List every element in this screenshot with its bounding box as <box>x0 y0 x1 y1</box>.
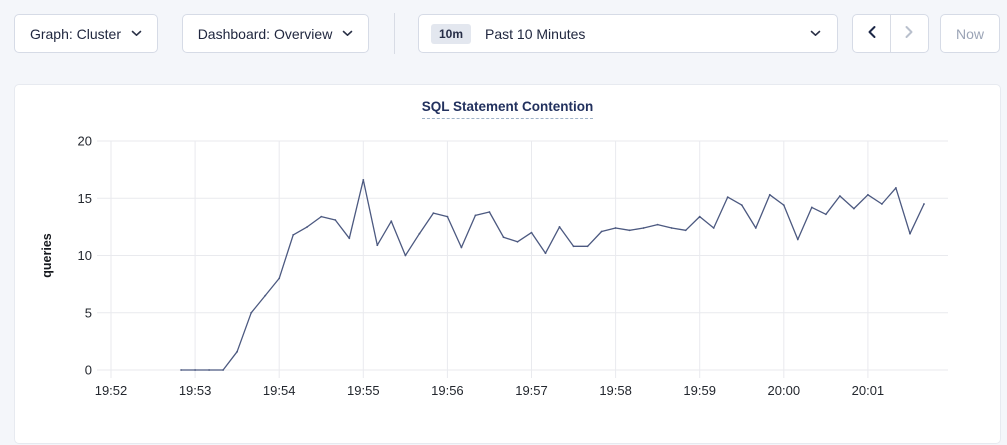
x-tick-label: 19:57 <box>515 383 548 398</box>
series-line <box>181 179 925 371</box>
data-point <box>895 187 897 189</box>
data-point <box>628 229 631 232</box>
data-point <box>782 204 785 206</box>
data-point <box>474 214 477 217</box>
data-point <box>853 207 855 210</box>
time-range-dropdown[interactable]: 10m Past 10 Minutes <box>418 14 838 53</box>
graph-dropdown-label: Graph: Cluster <box>29 25 122 42</box>
data-point <box>754 227 757 229</box>
chevron-down-icon <box>131 30 142 37</box>
prev-time-button[interactable] <box>853 15 890 52</box>
toolbar: Graph: Cluster Dashboard: Overview 10m P… <box>0 0 1007 70</box>
y-tick-label: 15 <box>78 191 92 206</box>
x-tick-label: 19:56 <box>431 383 464 398</box>
chevron-down-icon <box>810 30 821 37</box>
data-point <box>264 294 267 297</box>
data-point <box>867 193 869 196</box>
x-tick-label: 19:55 <box>347 383 380 398</box>
data-point <box>726 196 729 198</box>
y-tick-label: 20 <box>78 134 92 149</box>
data-point <box>460 246 463 249</box>
chart-title-row: SQL Statement Contention <box>15 98 1000 119</box>
next-time-button[interactable] <box>891 15 928 52</box>
data-point <box>446 215 449 218</box>
data-point <box>839 195 841 197</box>
data-point <box>348 237 351 240</box>
data-point <box>572 245 575 248</box>
data-point <box>796 238 799 241</box>
data-point <box>614 227 617 229</box>
chart-card: SQL Statement Contention 0 5 10 15 20 19:52 19… <box>14 84 1001 444</box>
chart-title[interactable]: SQL Statement Contention <box>421 99 594 119</box>
data-point <box>306 226 309 228</box>
data-point <box>558 226 561 228</box>
chart-plot-area[interactable]: 0 5 10 15 20 19:52 19:53 19:54 19:55 19:56 19:57 19… <box>15 85 1002 445</box>
data-point <box>236 350 239 353</box>
data-point <box>740 204 743 206</box>
data-point <box>208 369 211 371</box>
chevron-right-icon <box>904 25 914 42</box>
data-point <box>404 254 407 257</box>
data-point <box>376 244 379 247</box>
data-point <box>292 234 295 236</box>
time-range-badge: 10m <box>431 23 472 44</box>
button-group-divider <box>890 15 891 52</box>
data-point <box>334 219 337 221</box>
data-point <box>712 227 715 229</box>
chevron-down-icon <box>342 30 353 37</box>
data-point <box>670 227 673 229</box>
data-point <box>194 369 197 371</box>
x-tick-label: 19:53 <box>179 383 212 398</box>
x-tick-label: 19:58 <box>599 383 632 398</box>
y-tick-label: 0 <box>85 363 92 378</box>
dashboard-dropdown[interactable]: Dashboard: Overview <box>182 14 369 53</box>
data-point <box>390 220 393 223</box>
data-point <box>250 311 253 314</box>
time-range-label: Past 10 Minutes <box>485 25 586 42</box>
data-point <box>923 203 925 205</box>
data-point <box>516 240 519 243</box>
now-button[interactable]: Now <box>940 14 1000 53</box>
data-point <box>698 215 701 218</box>
data-point <box>362 179 365 181</box>
data-point <box>488 211 491 213</box>
toolbar-divider <box>394 13 395 54</box>
y-tick-label: 10 <box>78 248 92 263</box>
data-point <box>320 215 323 218</box>
data-point <box>432 212 435 214</box>
data-point <box>278 277 281 280</box>
data-point <box>825 213 827 216</box>
x-tick-label: 20:01 <box>852 383 885 398</box>
data-point <box>222 369 225 371</box>
y-axis-label: queries <box>40 233 54 278</box>
y-tick-label: 5 <box>85 305 92 320</box>
chevron-left-icon <box>867 25 877 42</box>
dashboard-dropdown-label: Dashboard: Overview <box>197 25 333 42</box>
data-point <box>600 230 603 233</box>
x-tick-label: 19:52 <box>95 383 128 398</box>
data-point <box>502 236 505 239</box>
data-point <box>656 223 659 226</box>
data-point <box>881 203 883 205</box>
data-point <box>909 232 911 235</box>
data-point <box>530 231 533 234</box>
data-point <box>810 206 813 209</box>
data-point <box>418 232 421 235</box>
data-point <box>544 252 547 255</box>
now-button-label: Now <box>955 25 984 42</box>
data-point <box>768 193 771 196</box>
x-tick-label: 20:00 <box>768 383 801 398</box>
graph-dropdown[interactable]: Graph: Cluster <box>14 14 158 53</box>
data-point <box>684 229 687 232</box>
time-step-button-group <box>852 14 929 53</box>
data-point <box>642 227 645 229</box>
data-point <box>586 245 589 248</box>
x-tick-label: 19:54 <box>263 383 296 398</box>
x-tick-label: 19:59 <box>683 383 716 398</box>
data-point <box>180 369 183 371</box>
